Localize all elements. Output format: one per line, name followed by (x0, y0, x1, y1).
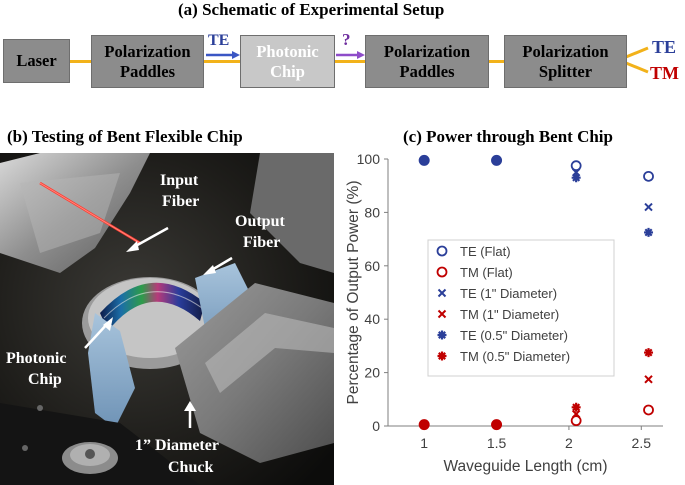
photonic-chip-box: Photonic Chip (240, 35, 335, 88)
polarization-paddles-box-2: Polarization Paddles (365, 35, 489, 88)
x-tick-label: 2.5 (632, 435, 652, 451)
te-arrow-icon (206, 51, 240, 59)
splitter-line2: Splitter (538, 61, 593, 81)
legend-label: TE (Flat) (460, 244, 511, 259)
legend-marker (436, 245, 448, 257)
splitter-line1: Polarization (522, 41, 609, 61)
data-point (644, 375, 653, 384)
data-point (571, 402, 581, 412)
legend-label: TE (0.5" Diameter) (460, 328, 568, 343)
photonic-chip-arrow (84, 317, 113, 349)
output-fiber-label-1: Output (235, 213, 285, 230)
input-fiber-label-2: Fiber (162, 193, 199, 210)
y-tick-label: 0 (372, 418, 380, 434)
polarization-paddles-box-1: Polarization Paddles (91, 35, 204, 88)
output-fiber-arrow (203, 256, 233, 275)
legend-marker (437, 351, 447, 361)
chuck-label-1: 1” Diameter (135, 437, 219, 454)
legend-marker (437, 288, 447, 298)
unknown-polarization-label: ? (342, 30, 351, 49)
data-point (571, 173, 581, 183)
panel-c-title: (c) Power through Bent Chip (403, 127, 613, 146)
unknown-arrow-icon (336, 51, 365, 59)
input-fiber-label-1: Input (160, 172, 199, 189)
input-fiber-arrow (126, 226, 169, 252)
chip-line1: Photonic (256, 41, 319, 61)
x-tick-label: 1 (420, 435, 428, 451)
data-point (419, 155, 429, 165)
chip-line2: Chip (270, 61, 305, 81)
fiber-paddles-chip (203, 60, 241, 63)
fiber-paddles-splitter (488, 60, 505, 63)
y-tick-label: 60 (364, 258, 380, 274)
x-tick-label: 2 (565, 435, 573, 451)
output-te-label: TE (652, 37, 677, 57)
polarization-splitter-box: Polarization Splitter (504, 35, 627, 88)
te-arrow-label: TE (208, 32, 230, 49)
y-tick-label: 40 (364, 311, 380, 327)
fiber-laser-paddles (69, 60, 92, 63)
photonic-chip-label-2: Chip (28, 371, 62, 388)
legend-marker (437, 330, 447, 340)
legend-label: TM (1" Diameter) (460, 307, 559, 322)
data-point (644, 227, 654, 237)
panel-b-title: (b) Testing of Bent Flexible Chip (7, 127, 243, 146)
legend-label: TE (1" Diameter) (460, 286, 557, 301)
photonic-chip-label-1: Photonic (6, 350, 66, 367)
paddles1-line2: Paddles (119, 61, 175, 81)
data-point (492, 155, 502, 165)
data-point (570, 160, 582, 172)
x-axis-label: Waveguide Length (cm) (444, 458, 608, 475)
power-chart: 0 20 40 60 80 100 1 1.5 2 2.5 Waveguide Length (cm… (345, 151, 663, 475)
panel-a-title: (a) Schematic of Experimental Setup (178, 0, 445, 19)
x-tick-label: 1.5 (487, 435, 507, 451)
data-point (644, 202, 653, 212)
data-point (570, 415, 582, 427)
data-point (643, 170, 654, 182)
output-tm-label: TM (650, 63, 679, 83)
data-point (571, 409, 581, 419)
y-tick-label: 20 (364, 365, 380, 381)
paddles2-line1: Polarization (383, 41, 471, 61)
laser-box: Laser (3, 39, 70, 83)
legend-label: TM (Flat) (460, 265, 513, 280)
y-axis-label: Percentage of Output Power (%) (345, 180, 362, 404)
chuck-arrow (184, 401, 196, 428)
data-point (643, 404, 654, 416)
legend-box (427, 239, 615, 377)
data-point (492, 420, 502, 430)
legend-marker (437, 309, 447, 319)
laser-label: Laser (16, 51, 57, 70)
output-fibers (626, 46, 649, 74)
fiber-chip-paddles (334, 60, 366, 63)
bent-chip-photo: Input Fiber Output Fiber Photonic Chip 1… (0, 153, 334, 485)
legend-label: TM (0.5" Diameter) (460, 349, 570, 364)
y-tick-label: 80 (364, 204, 380, 220)
data-point (419, 420, 429, 430)
paddles2-line2: Paddles (399, 61, 455, 81)
y-tick-label: 100 (357, 151, 381, 167)
chuck-label-2: Chuck (168, 459, 213, 476)
legend-marker (436, 266, 448, 278)
data-point (644, 348, 654, 358)
paddles1-line1: Polarization (104, 41, 191, 61)
output-fiber-label-2: Fiber (243, 234, 280, 251)
